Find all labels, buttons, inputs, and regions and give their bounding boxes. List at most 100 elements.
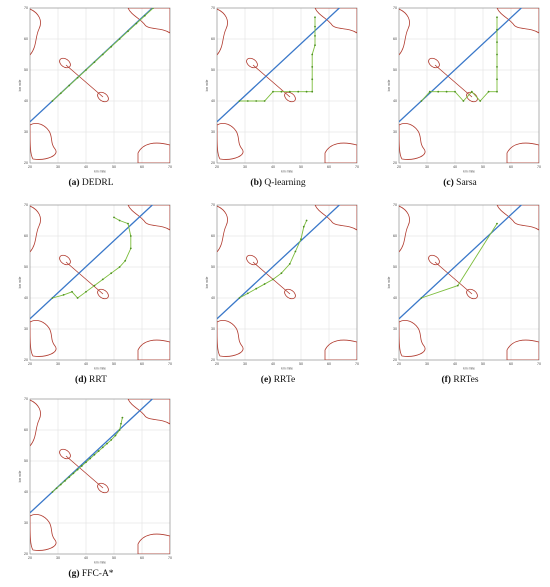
y-tick-label: 20 — [211, 358, 215, 362]
y-axis-label: km mile — [205, 277, 209, 289]
chart-panel: 20 30 40 50 60 70 20 30 40 50 60 70 km mile km mile (b… — [190, 3, 366, 196]
path-point — [272, 90, 274, 93]
path-point — [93, 61, 96, 64]
path-point — [305, 219, 308, 222]
path-point — [121, 416, 124, 419]
path-point — [110, 439, 113, 441]
panel-label: (g) — [68, 569, 80, 579]
path-point — [93, 284, 96, 287]
path-point — [89, 457, 92, 460]
chart-panel: 20 30 40 50 60 70 20 30 40 50 60 70 km mile km mile (e… — [190, 200, 366, 393]
path-point — [311, 53, 314, 56]
y-tick-label: 40 — [393, 99, 397, 103]
obstacle-outline — [217, 8, 228, 56]
straight-line-path — [30, 399, 154, 514]
x-tick-label: 50 — [299, 362, 303, 366]
x-tick-label: 70 — [168, 165, 172, 169]
path-point — [297, 90, 300, 93]
y-tick-label: 30 — [211, 327, 215, 331]
y-tick-label: 40 — [24, 490, 28, 494]
y-tick-label: 30 — [393, 130, 397, 134]
path-point — [255, 287, 258, 290]
path-point — [263, 283, 266, 285]
path-point — [288, 90, 291, 93]
y-tick-label: 60 — [211, 37, 215, 41]
path-point — [143, 14, 146, 17]
obstacle-outline — [127, 399, 170, 425]
path-point — [454, 90, 456, 93]
x-tick-label: 50 — [481, 362, 485, 366]
path-point — [51, 100, 54, 102]
path-point — [127, 222, 129, 225]
y-tick-label: 50 — [24, 459, 28, 463]
y-tick-label: 20 — [24, 552, 28, 556]
x-axis-label: km mile — [463, 367, 475, 371]
chart-svg: 20 30 40 50 60 70 20 30 40 50 60 70 km mile km mile — [18, 203, 172, 370]
path-point — [246, 100, 249, 102]
obstacle-outline — [399, 123, 426, 160]
x-axis-label: km mile — [281, 367, 293, 371]
y-tick-label: 60 — [24, 428, 28, 432]
obstacle-outline — [217, 123, 244, 160]
x-tick-label: 70 — [168, 362, 172, 366]
y-tick-label: 70 — [24, 6, 28, 10]
y-tick-label: 60 — [24, 234, 28, 238]
obstacle-ellipse — [246, 57, 258, 69]
y-tick-label: 50 — [211, 68, 215, 72]
path-point — [420, 100, 423, 102]
y-axis-label: km mile — [205, 80, 209, 92]
path-point — [71, 290, 73, 293]
planned-path-line — [52, 217, 132, 299]
obstacle-outline — [314, 8, 357, 34]
x-tick-label: 40 — [453, 165, 457, 169]
obstacle-ellipse — [428, 57, 440, 69]
x-tick-label: 20 — [28, 165, 32, 169]
panel-label: (a) — [68, 178, 80, 188]
path-point — [456, 284, 459, 287]
path-point — [305, 90, 308, 93]
obstacle-outline — [127, 205, 170, 231]
y-tick-label: 70 — [393, 203, 397, 207]
obstacle-outline — [137, 533, 170, 554]
x-tick-label: 60 — [140, 362, 144, 366]
x-tick-label: 50 — [299, 165, 303, 169]
x-tick-label: 40 — [271, 362, 275, 366]
path-point — [85, 290, 87, 293]
path-point — [496, 222, 498, 225]
obstacle-outline — [217, 205, 228, 253]
y-tick-label: 30 — [24, 327, 28, 331]
path-point — [255, 100, 258, 102]
y-tick-label: 70 — [24, 203, 28, 207]
path-point — [68, 84, 71, 87]
y-axis-label: km mile — [18, 80, 22, 92]
panel-caption-text: Q-learning — [262, 178, 306, 188]
x-axis-label: km mile — [94, 170, 106, 174]
path-point — [76, 297, 79, 299]
path-point — [118, 429, 121, 431]
obstacle-outline — [399, 320, 426, 357]
x-tick-label: 50 — [112, 165, 116, 169]
x-tick-label: 70 — [168, 556, 172, 560]
panel-label: (c) — [443, 178, 454, 188]
x-axis-label: km mile — [281, 170, 293, 174]
x-tick-label: 60 — [509, 362, 513, 366]
path-point — [118, 38, 121, 40]
x-axis-label: km mile — [94, 561, 106, 565]
path-point — [97, 450, 100, 452]
obstacle-ellipse — [59, 254, 71, 266]
obstacle-connector — [434, 64, 473, 98]
x-tick-label: 50 — [112, 556, 116, 560]
obstacle-outline — [314, 205, 357, 231]
straight-line-path — [217, 205, 341, 320]
path-point — [72, 472, 75, 475]
obstacle-connector — [65, 455, 104, 489]
obstacle-ellipse — [284, 91, 296, 103]
panel-label: (f) — [441, 375, 451, 385]
panel-caption: (e) RRTe — [190, 375, 366, 385]
y-tick-label: 20 — [393, 358, 397, 362]
y-tick-label: 50 — [24, 68, 28, 72]
y-tick-label: 60 — [393, 234, 397, 238]
x-tick-label: 60 — [509, 165, 513, 169]
obstacle-outline — [137, 142, 170, 163]
chart-panel: 20 30 40 50 60 70 20 30 40 50 60 70 km mile km mile (f… — [372, 200, 548, 393]
